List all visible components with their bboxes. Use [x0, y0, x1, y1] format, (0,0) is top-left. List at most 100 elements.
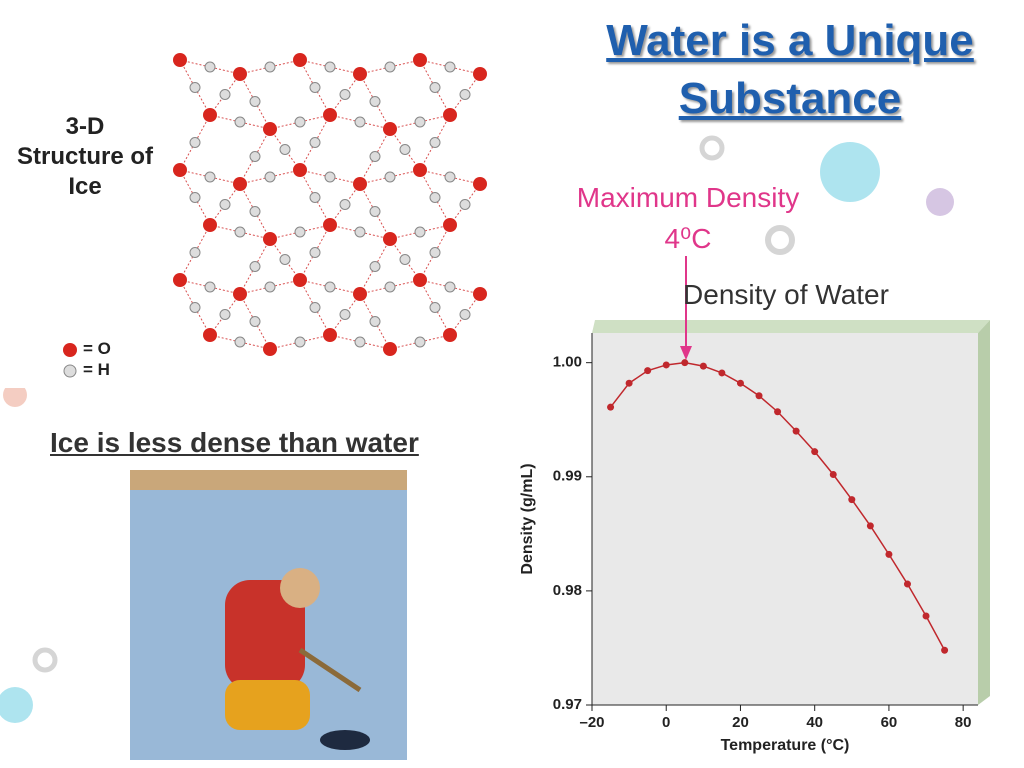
hydrogen-atom: [384, 61, 396, 73]
hydrogen-atom: [309, 137, 321, 148]
oxygen-atom: [263, 122, 277, 136]
hydrogen-atom: [294, 336, 306, 348]
oxygen-atom: [233, 67, 247, 81]
data-point: [644, 367, 652, 375]
bond: [419, 224, 451, 281]
bond: [359, 238, 391, 295]
oxygen-atom: [263, 342, 277, 356]
oxygen-atom: [203, 218, 217, 232]
hydrogen-atom: [369, 316, 381, 327]
x-tick-label: 20: [732, 714, 749, 731]
hydrogen-atom: [369, 261, 381, 272]
hydrogen-atom: [444, 61, 456, 73]
data-point: [774, 408, 782, 416]
hydrogen-atom: [429, 302, 441, 313]
bond: [419, 114, 451, 171]
oxygen-atom: [173, 273, 187, 287]
oxygen-atom: [323, 108, 337, 122]
oxygen-atom: [413, 53, 427, 67]
bond: [239, 128, 271, 185]
hydrogen-atom: [234, 226, 246, 238]
oxygen-atom: [413, 163, 427, 177]
oxygen-atom: [323, 328, 337, 342]
bond: [359, 183, 391, 240]
data-point: [903, 580, 911, 588]
bond: [179, 169, 211, 226]
bond: [179, 224, 211, 281]
legend-hydrogen: = H: [83, 360, 110, 379]
bond: [179, 279, 211, 336]
bond: [359, 293, 391, 350]
oxygen-atom: [263, 232, 277, 246]
hydrogen-atom: [189, 247, 201, 258]
oxygen-atom: [353, 287, 367, 301]
data-point: [811, 448, 819, 456]
hydrogen-atom: [324, 281, 336, 293]
hydrogen-atom: [339, 89, 351, 100]
hydrogen-atom: [429, 137, 441, 148]
hydrogen-atom: [429, 192, 441, 203]
photo-caption: Ice is less dense than water: [50, 427, 419, 458]
hydrogen-atom: [399, 254, 411, 265]
ice-structure-diagram: [173, 53, 487, 356]
data-point: [718, 369, 726, 377]
y-tick-label: 0.98: [553, 582, 582, 599]
bond: [179, 59, 211, 116]
hydrogen-atom: [324, 171, 336, 183]
oxygen-atom: [443, 328, 457, 342]
bond: [239, 238, 271, 295]
x-axis-label: Temperature (°C): [721, 737, 850, 754]
hydrogen-atom: [189, 137, 201, 148]
oxygen-atom: [473, 177, 487, 191]
oxygen-atom: [383, 232, 397, 246]
hydrogen-atom: [189, 302, 201, 313]
plot-area: [592, 333, 978, 705]
oxygen-atom: [473, 287, 487, 301]
data-point: [941, 646, 949, 654]
bond: [419, 169, 451, 226]
oxygen-atom: [293, 163, 307, 177]
data-point: [848, 496, 856, 504]
hydrogen-atom: [414, 226, 426, 238]
data-point: [885, 550, 893, 558]
bond: [419, 279, 451, 336]
x-tick-label: 40: [806, 714, 823, 731]
hydrogen-atom: [249, 151, 261, 162]
data-point: [866, 522, 874, 530]
hydrogen-atom: [384, 171, 396, 183]
hydrogen-atom: [429, 247, 441, 258]
bond: [299, 59, 331, 116]
y-tick-label: 0.97: [553, 696, 582, 713]
hydrogen-atom: [219, 199, 231, 210]
oxygen-atom: [233, 177, 247, 191]
hydrogen-atom: [279, 254, 291, 265]
hydrogen-atom: [189, 82, 201, 93]
hydrogen-atom: [249, 261, 261, 272]
hydrogen-atom: [429, 82, 441, 93]
bond: [299, 224, 331, 281]
y-tick-label: 1.00: [553, 354, 582, 371]
hydrogen-atom: [369, 96, 381, 107]
hydrogen-atom: [369, 151, 381, 162]
ice-legend-icons: [63, 343, 77, 378]
hydrogen-atom: [264, 61, 276, 73]
hydrogen-atom: [219, 89, 231, 100]
oxygen-atom: [203, 108, 217, 122]
slide-title: Water is a Unique Substance: [606, 16, 974, 123]
oxygen-atom: [473, 67, 487, 81]
hydrogen-atom: [459, 309, 471, 320]
oxygen-atom: [383, 342, 397, 356]
hydrogen-atom: [204, 61, 216, 73]
hydrogen-atom: [234, 116, 246, 128]
oxygen-atom: [443, 218, 457, 232]
oxygen-atom: [323, 218, 337, 232]
oxygen-atom: [173, 163, 187, 177]
bond: [179, 114, 211, 171]
hydrogen-atom: [309, 247, 321, 258]
hydrogen-atom: [249, 316, 261, 327]
bond: [359, 128, 391, 185]
data-point: [607, 403, 615, 411]
data-point: [755, 392, 763, 400]
oxygen-atom: [383, 122, 397, 136]
